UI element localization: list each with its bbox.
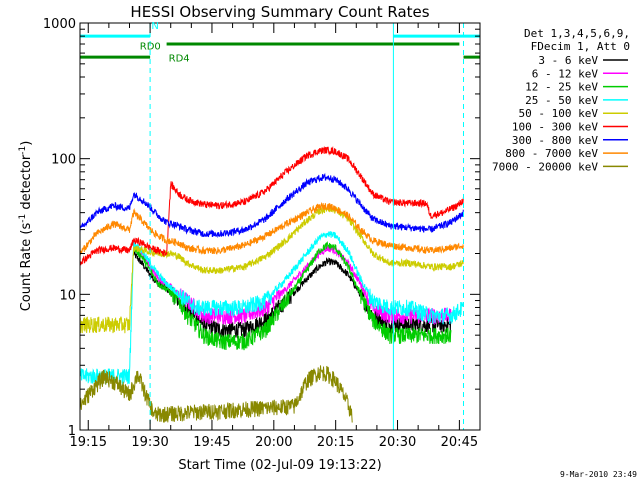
legend-label-5: 100 - 300 keV	[512, 121, 598, 134]
y-axis-label-sup2: -1	[18, 146, 28, 155]
plot-frame	[79, 22, 481, 431]
generation-timestamp: 9-Mar-2010 23:49	[560, 470, 637, 479]
y-tick-label: 1000	[43, 17, 76, 32]
legend-label-4: 50 - 100 keV	[519, 107, 599, 120]
series-line-8	[80, 365, 353, 423]
x-tick-label: 20:30	[379, 435, 416, 450]
flag-annotation-0: N	[151, 21, 158, 32]
y-axis-label-end: )	[19, 141, 34, 146]
x-tick-label: 19:45	[193, 435, 230, 450]
legend-label-3: 25 - 50 keV	[525, 94, 598, 107]
y-axis-label-mid: detector	[19, 154, 34, 214]
legend-label-2: 12 - 25 keV	[525, 81, 598, 94]
x-axis-label: Start Time (02-Jul-09 19:13:22)	[178, 458, 381, 473]
series-line-5	[80, 145, 464, 267]
chart-title: HESSI Observing Summary Count Rates	[130, 3, 429, 21]
y-axis-label-main: Count Rate (s	[19, 223, 34, 312]
legend-label-1: 6 - 12 keV	[532, 67, 599, 80]
x-tick-label: 20:15	[317, 435, 354, 450]
flag-annotation-1: RD0	[140, 41, 161, 52]
legend-label-0: 3 - 6 keV	[538, 54, 598, 67]
legend: Det 1,3,4,5,6,9, FDecim 1, Att 0 3 - 6 k…	[492, 27, 630, 173]
legend-label-7: 800 - 7000 keV	[505, 147, 598, 160]
legend-header-detectors: Det 1,3,4,5,6,9,	[524, 27, 630, 40]
flag-annotation-2: RD4	[169, 54, 190, 65]
series-line-6	[80, 172, 464, 239]
x-tick-label: 19:30	[131, 435, 168, 450]
series-line-4	[80, 205, 464, 334]
y-tick-label: 1	[68, 424, 76, 439]
series-line-2	[133, 241, 452, 351]
y-axis-label-sup1: -1	[18, 214, 28, 223]
y-tick-label: 100	[51, 153, 76, 168]
x-tick-label: 20:00	[255, 435, 292, 450]
x-tick-label: 20:45	[441, 435, 478, 450]
x-tick-label: 19:15	[70, 435, 107, 450]
y-tick-label: 10	[59, 288, 76, 303]
series-line-7	[80, 201, 464, 256]
legend-header-attenuator: FDecim 1, Att 0	[531, 40, 630, 53]
legend-label-8: 7000 - 20000 keV	[492, 160, 598, 173]
y-axis-label: Count Rate (s-1 detector-1)	[18, 141, 34, 312]
legend-label-6: 300 - 800 keV	[512, 134, 598, 147]
